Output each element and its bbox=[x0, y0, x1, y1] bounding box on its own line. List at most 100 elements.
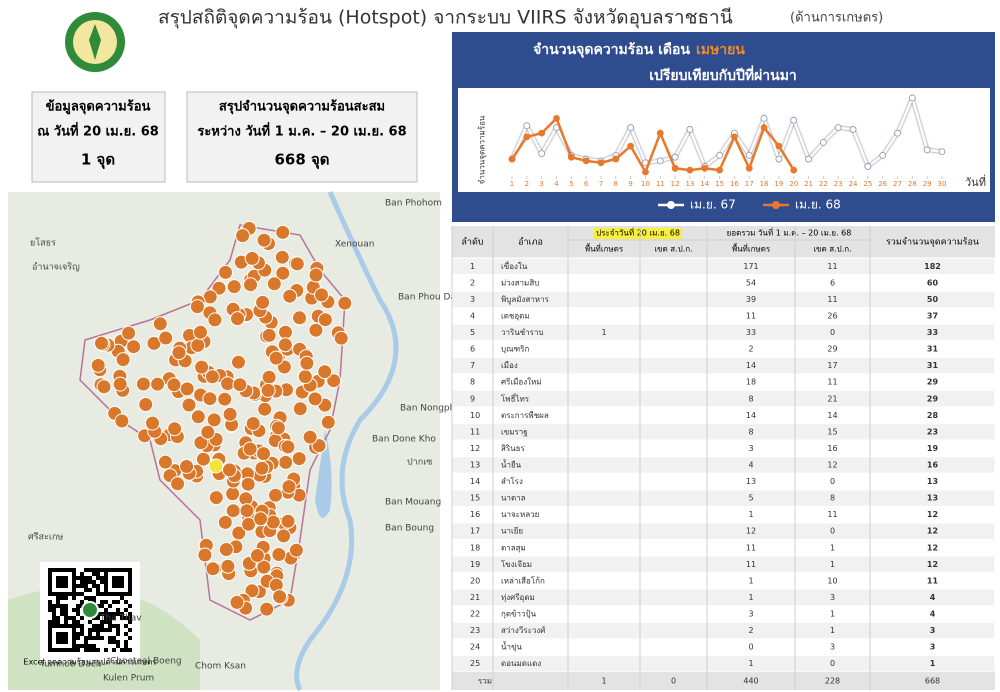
header-cell: เขต ส.ป.ก. bbox=[813, 245, 851, 254]
qr-module bbox=[104, 588, 108, 592]
table-cell: 13 bbox=[927, 494, 938, 503]
qr-module bbox=[108, 612, 112, 616]
qr-module bbox=[72, 576, 76, 580]
table-cell: พิบูลมังสาหาร bbox=[501, 295, 550, 305]
table-cell: 54 bbox=[746, 278, 756, 287]
qr-module bbox=[48, 640, 52, 644]
x-tick-label: 30 bbox=[938, 180, 947, 188]
table-cell: สิรินธร bbox=[501, 444, 526, 453]
table-cell: 1 bbox=[830, 610, 835, 619]
card-line: สรุปจำนวนจุดความร้อนสะสม bbox=[219, 99, 385, 115]
hotspot-icon bbox=[202, 391, 218, 407]
hotspot-icon bbox=[200, 424, 216, 440]
qr-module bbox=[56, 568, 60, 572]
x-tick-label: 13 bbox=[685, 180, 694, 188]
qr-module bbox=[84, 640, 88, 644]
table-cell: 3 bbox=[830, 643, 835, 652]
qr-module bbox=[92, 584, 96, 588]
table-cell: ม่วงสามสิบ bbox=[501, 278, 539, 287]
table-cell: 1 bbox=[830, 543, 835, 552]
qr-module bbox=[68, 592, 72, 596]
qr-module bbox=[56, 616, 60, 620]
hotspot-icon bbox=[126, 339, 142, 355]
hotspot-icon bbox=[302, 429, 318, 445]
x-tick-label: 21 bbox=[804, 180, 813, 188]
card-value: 668 จุด bbox=[274, 151, 329, 170]
header-cell: อำเภอ bbox=[518, 237, 543, 248]
series-point bbox=[849, 126, 857, 133]
table-cell: 7 bbox=[470, 361, 475, 370]
qr-module bbox=[96, 576, 100, 580]
qr-module bbox=[72, 636, 76, 640]
x-tick-label: 24 bbox=[849, 180, 858, 188]
qr-module bbox=[108, 620, 112, 624]
series-point bbox=[597, 159, 605, 167]
qr-module bbox=[60, 576, 64, 580]
qr-module bbox=[116, 624, 120, 628]
qr-module bbox=[112, 584, 116, 588]
qr-module bbox=[116, 608, 120, 612]
table-row-bg bbox=[451, 522, 996, 541]
qr-module bbox=[52, 568, 56, 572]
qr-module bbox=[64, 640, 68, 644]
table-cell: 15 bbox=[470, 494, 480, 503]
qr-module bbox=[116, 628, 120, 632]
table-footer-bg bbox=[452, 672, 995, 690]
qr-module bbox=[120, 616, 124, 620]
qr-module bbox=[92, 624, 96, 628]
qr-module bbox=[108, 568, 112, 572]
qr-module bbox=[88, 596, 92, 600]
series-point bbox=[760, 114, 768, 122]
hotspot-icon bbox=[271, 547, 287, 562]
qr-module bbox=[100, 628, 104, 632]
footer-cell: 440 bbox=[743, 677, 758, 686]
table-cell: 11 bbox=[746, 543, 756, 552]
table-cell: 1 bbox=[748, 659, 753, 668]
table-cell: 17 bbox=[827, 361, 837, 370]
hotspot-icon bbox=[259, 601, 275, 617]
hotspot-icon bbox=[226, 279, 242, 295]
table-cell: เขื่องใน bbox=[501, 260, 528, 271]
qr-module bbox=[72, 640, 76, 644]
qr-module bbox=[100, 592, 104, 596]
qr-module bbox=[84, 596, 88, 600]
hotspot-icon bbox=[320, 414, 336, 430]
chart-title-highlight: เมษายน bbox=[696, 42, 745, 58]
header-highlight bbox=[594, 228, 682, 239]
qr-module bbox=[60, 596, 64, 600]
qr-module bbox=[124, 608, 128, 612]
qr-module bbox=[56, 576, 60, 580]
qr-module bbox=[76, 604, 80, 608]
qr-module bbox=[52, 616, 56, 620]
table-cell: 1 bbox=[601, 328, 606, 337]
table-cell: สว่างวีระวงศ์ bbox=[501, 625, 545, 635]
hotspot-icon bbox=[220, 558, 236, 574]
qr-module bbox=[124, 624, 128, 628]
series-point bbox=[716, 166, 723, 174]
qr-module bbox=[104, 572, 108, 576]
qr-module bbox=[104, 592, 108, 596]
qr-module bbox=[80, 584, 84, 588]
hotspot-icon bbox=[189, 299, 205, 315]
series-point bbox=[864, 163, 872, 170]
qr-module bbox=[52, 608, 56, 612]
x-tick-label: 15 bbox=[715, 180, 724, 188]
map-label: Ban Done Kho bbox=[372, 435, 436, 445]
table-cell: 14 bbox=[470, 477, 480, 486]
qr-module bbox=[60, 580, 64, 584]
footer-cell: 228 bbox=[825, 677, 840, 686]
qr-module bbox=[124, 600, 128, 604]
hotspot-icon bbox=[204, 369, 220, 385]
qr-module bbox=[128, 612, 132, 616]
series-point bbox=[923, 146, 931, 154]
table-cell: ดอนมดแดง bbox=[501, 659, 541, 668]
qr-module bbox=[104, 612, 108, 616]
table-cell: 12 bbox=[927, 543, 938, 552]
hotspot-icon bbox=[299, 355, 315, 371]
qr-module bbox=[48, 632, 52, 636]
qr-module bbox=[88, 568, 92, 572]
qr-module bbox=[96, 584, 100, 588]
qr-module bbox=[60, 632, 64, 636]
hotspot-icon bbox=[268, 350, 284, 366]
table-cell: 11 bbox=[927, 576, 939, 585]
